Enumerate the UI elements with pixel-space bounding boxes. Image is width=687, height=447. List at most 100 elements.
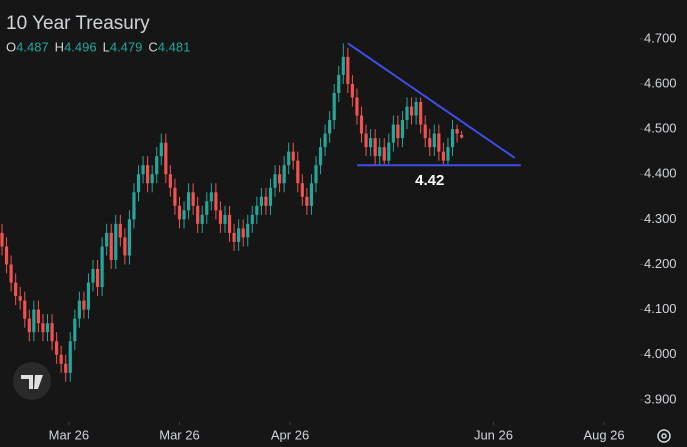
candle-body [105, 232, 109, 247]
gear-ring [657, 429, 671, 443]
candle-body [232, 232, 236, 242]
candle-body [387, 142, 391, 161]
candle-body [186, 192, 191, 211]
candle-body [273, 174, 277, 188]
y-tick-label: 4.700 [644, 30, 677, 45]
candle-body [373, 138, 377, 157]
candle-body [155, 156, 159, 175]
candle-body [259, 196, 263, 206]
candle-body [209, 192, 213, 202]
candle-body [246, 223, 250, 238]
candle-body [50, 323, 54, 342]
candle-body [314, 165, 318, 184]
x-tick-label: Aug 26 [583, 427, 624, 442]
candle-body [123, 237, 127, 256]
candle-body [41, 323, 45, 333]
candle-body [268, 187, 273, 206]
candle-body [159, 142, 163, 157]
legend-key: H [55, 39, 64, 54]
candle-body [428, 138, 432, 148]
candle-body [218, 210, 223, 224]
candle-body [282, 165, 286, 184]
candle-body [86, 282, 91, 310]
candle-body [168, 174, 172, 188]
candle-body [323, 133, 327, 148]
candle-body [318, 147, 323, 166]
candle-body [150, 174, 154, 184]
candle-body [18, 296, 22, 301]
y-tick-label: 4.300 [644, 211, 677, 226]
candle-body [4, 246, 9, 265]
legend-value: 4.496 [64, 39, 97, 54]
candle-body [455, 129, 459, 134]
candle-body [14, 282, 18, 297]
candle-body [114, 223, 118, 260]
candle-body [264, 196, 268, 206]
candle-body [91, 268, 95, 283]
candle-body [277, 174, 282, 184]
candle-body [328, 120, 332, 134]
candle-body [177, 205, 182, 220]
candle-body [95, 268, 100, 288]
candle-body [255, 205, 259, 215]
settings-icon[interactable] [657, 429, 671, 443]
ohlc-legend: O 4.487 H 4.496 L 4.479 C 4.481 [6, 39, 190, 54]
gear-center [661, 433, 667, 439]
candle-body [291, 151, 295, 161]
candle-body [59, 354, 63, 364]
candle-body [432, 133, 436, 148]
candle-body [223, 214, 227, 224]
y-tick-label: 4.400 [644, 166, 677, 181]
candle-body [341, 56, 345, 75]
candle-body [146, 165, 150, 184]
trendline [347, 42, 516, 159]
candle-body [164, 142, 168, 175]
candle-body [378, 147, 382, 157]
candle-body [68, 341, 72, 373]
candle-body [287, 151, 291, 166]
y-tick-label: 4.000 [644, 346, 677, 361]
plot-area [0, 38, 643, 425]
candle-body [100, 246, 104, 288]
legend-value: 4.479 [110, 39, 143, 54]
candle-body [446, 147, 450, 161]
candle-body [337, 74, 341, 93]
candle-body [0, 232, 4, 247]
candle-body [141, 165, 145, 175]
candle-body [309, 183, 314, 206]
candle-body [437, 133, 441, 152]
candle-body [300, 183, 304, 197]
candle-body [250, 214, 254, 224]
candle-body [82, 300, 86, 310]
logo-mark [21, 375, 43, 389]
candle-body [109, 232, 113, 260]
candle-body [23, 300, 27, 319]
candle-body [423, 124, 427, 139]
x-tick-label: Mar 26 [49, 427, 89, 442]
candle-body [32, 309, 36, 333]
legend-key: O [6, 39, 16, 54]
candle-body [55, 341, 59, 355]
candle-body [173, 187, 177, 206]
candle-body [405, 106, 409, 121]
candle-body [460, 134, 464, 138]
y-tick-label: 4.600 [644, 75, 677, 90]
annotation-label: 4.42 [415, 172, 444, 189]
y-tick-label: 4.200 [644, 256, 677, 271]
candle-body [396, 124, 400, 139]
candle-body [400, 120, 405, 139]
candle-body [359, 115, 364, 134]
candle-body [127, 219, 132, 256]
candle-body [414, 102, 418, 116]
legend-key: L [103, 39, 110, 54]
candle-body [346, 56, 350, 84]
candle-body [136, 174, 141, 193]
tv-logo[interactable] [13, 362, 51, 400]
candle-body [332, 92, 336, 121]
x-tick-label: Jun 26 [474, 427, 513, 442]
candle-body [241, 228, 245, 238]
x-tick-label: Mar 26 [159, 427, 199, 442]
candle-body [77, 300, 81, 319]
candle-body [419, 102, 423, 125]
